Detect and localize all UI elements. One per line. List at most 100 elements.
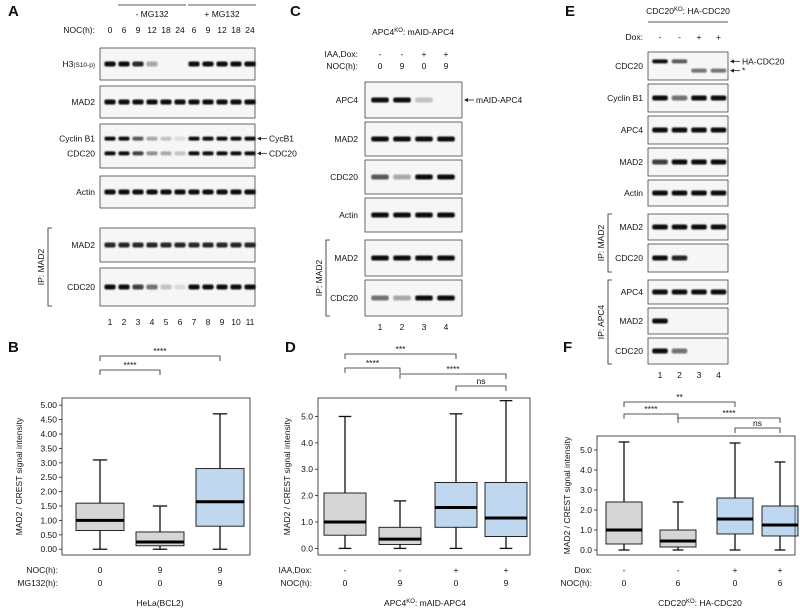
row-label: Cyclin B1 [607, 93, 643, 103]
row-label: MAD2 [619, 157, 643, 167]
row-label: H3(S10-p) [62, 59, 95, 69]
row-label: CDC20 [615, 61, 643, 71]
y-tick-label: 2.00 [40, 487, 57, 497]
x-row-name: NOC(h): [560, 578, 592, 588]
significance-label: **** [644, 404, 658, 414]
arrow-label: CDC20 [269, 148, 297, 158]
y-tick-label: 1.50 [40, 501, 57, 511]
blot-band [230, 136, 242, 141]
blot-band [691, 190, 707, 196]
row-name: CDC20 [67, 148, 95, 158]
row-label: MAD2 [71, 240, 95, 250]
blot-band [393, 174, 411, 180]
blot-band [710, 68, 727, 73]
x-tick-label: 0 [733, 578, 738, 588]
blot-band [132, 284, 144, 290]
significance-bracket [734, 427, 781, 433]
ip-label: IP: APC4 [596, 304, 606, 339]
condition-value: + [422, 49, 427, 59]
blot-band [230, 61, 242, 67]
lane-number: 2 [677, 370, 682, 380]
x-row-name: IAA,Dox: [278, 565, 312, 575]
blot-band [160, 136, 172, 141]
row-name: CDC20 [67, 282, 95, 292]
x-tick-label: 9 [158, 565, 163, 575]
blot-band [216, 189, 228, 195]
x-axis-label-part: KO [686, 599, 695, 605]
lane-number: 2 [122, 317, 127, 327]
blot-band [104, 136, 116, 141]
group-label: - MG132 [135, 9, 168, 19]
row-name: MAD2 [334, 134, 358, 144]
lane-number: 4 [150, 317, 155, 327]
blot-band [437, 212, 455, 218]
condition-value: + [444, 49, 449, 59]
row-label: APC4 [336, 95, 358, 105]
y-tick-label: 0.50 [40, 530, 57, 540]
condition-value: 12 [217, 25, 227, 35]
panel-title-part: : HA-CDC20 [683, 6, 731, 16]
condition-value: 12 [147, 25, 157, 35]
blot-band [371, 255, 389, 261]
blot-band [691, 289, 707, 295]
arrow-head [464, 98, 468, 102]
condition-value: - [659, 32, 662, 42]
panel-label: D [285, 339, 296, 356]
blot-band [415, 136, 433, 142]
blot-band [710, 224, 727, 230]
x-tick-label: 6 [778, 578, 783, 588]
blot-band [216, 242, 228, 248]
row-name: MAD2 [71, 240, 95, 250]
condition-value: - [379, 49, 382, 59]
x-axis-label-part: CDC20 [658, 598, 686, 608]
significance-label: *** [396, 344, 407, 354]
condition-value: 0 [108, 25, 113, 35]
blot-band [652, 224, 668, 230]
blot-band [188, 189, 200, 195]
blot-band [244, 99, 256, 105]
group-label: + MG132 [204, 9, 239, 19]
x-tick-label: 0 [98, 565, 103, 575]
blot-band [202, 242, 214, 248]
lane-number: 3 [697, 370, 702, 380]
blot-band [244, 189, 256, 195]
condition-value: 24 [175, 25, 185, 35]
row-name: MAD2 [71, 97, 95, 107]
ip-bracket [325, 239, 330, 317]
blot-band [188, 136, 200, 141]
row-label: Actin [624, 188, 643, 198]
row-label: APC4 [621, 125, 643, 135]
x-axis-label-part: : mAID-APC4 [415, 598, 466, 608]
blot-band [160, 284, 172, 290]
panel-label: F [563, 339, 572, 356]
row-name: APC4 [336, 95, 358, 105]
condition-value: 6 [122, 25, 127, 35]
arrow-head [257, 136, 261, 141]
x-row-name: NOC(h): [26, 565, 58, 575]
blot-band [202, 99, 214, 105]
blot-band [104, 61, 116, 67]
x-tick-label: 6 [676, 578, 681, 588]
x-tick-label: 0 [98, 578, 103, 588]
lane-number: 1 [108, 317, 113, 327]
row-name: CDC20 [615, 253, 643, 263]
blot-band [671, 159, 688, 165]
row-label: MAD2 [619, 222, 643, 232]
row-label: MAD2 [619, 316, 643, 326]
blot-band [174, 284, 186, 290]
blot-band [202, 61, 214, 67]
x-tick-label: 9 [218, 578, 223, 588]
blot-band [371, 295, 389, 301]
blot-band [652, 255, 668, 261]
row-label: CDC20 [615, 346, 643, 356]
x-axis-label: HeLa(BCL2) [136, 598, 183, 608]
blot-band [146, 61, 158, 67]
blot-band [146, 151, 158, 156]
blot-frame [647, 51, 729, 81]
row-label: CDC20 [67, 282, 95, 292]
ip-bracket [47, 227, 52, 307]
row-label: Actin [76, 187, 95, 197]
panel-title: APC4KO: mAID-APC4 [372, 27, 454, 37]
row-note: (S10-p) [73, 62, 95, 69]
blot-band [188, 284, 200, 290]
